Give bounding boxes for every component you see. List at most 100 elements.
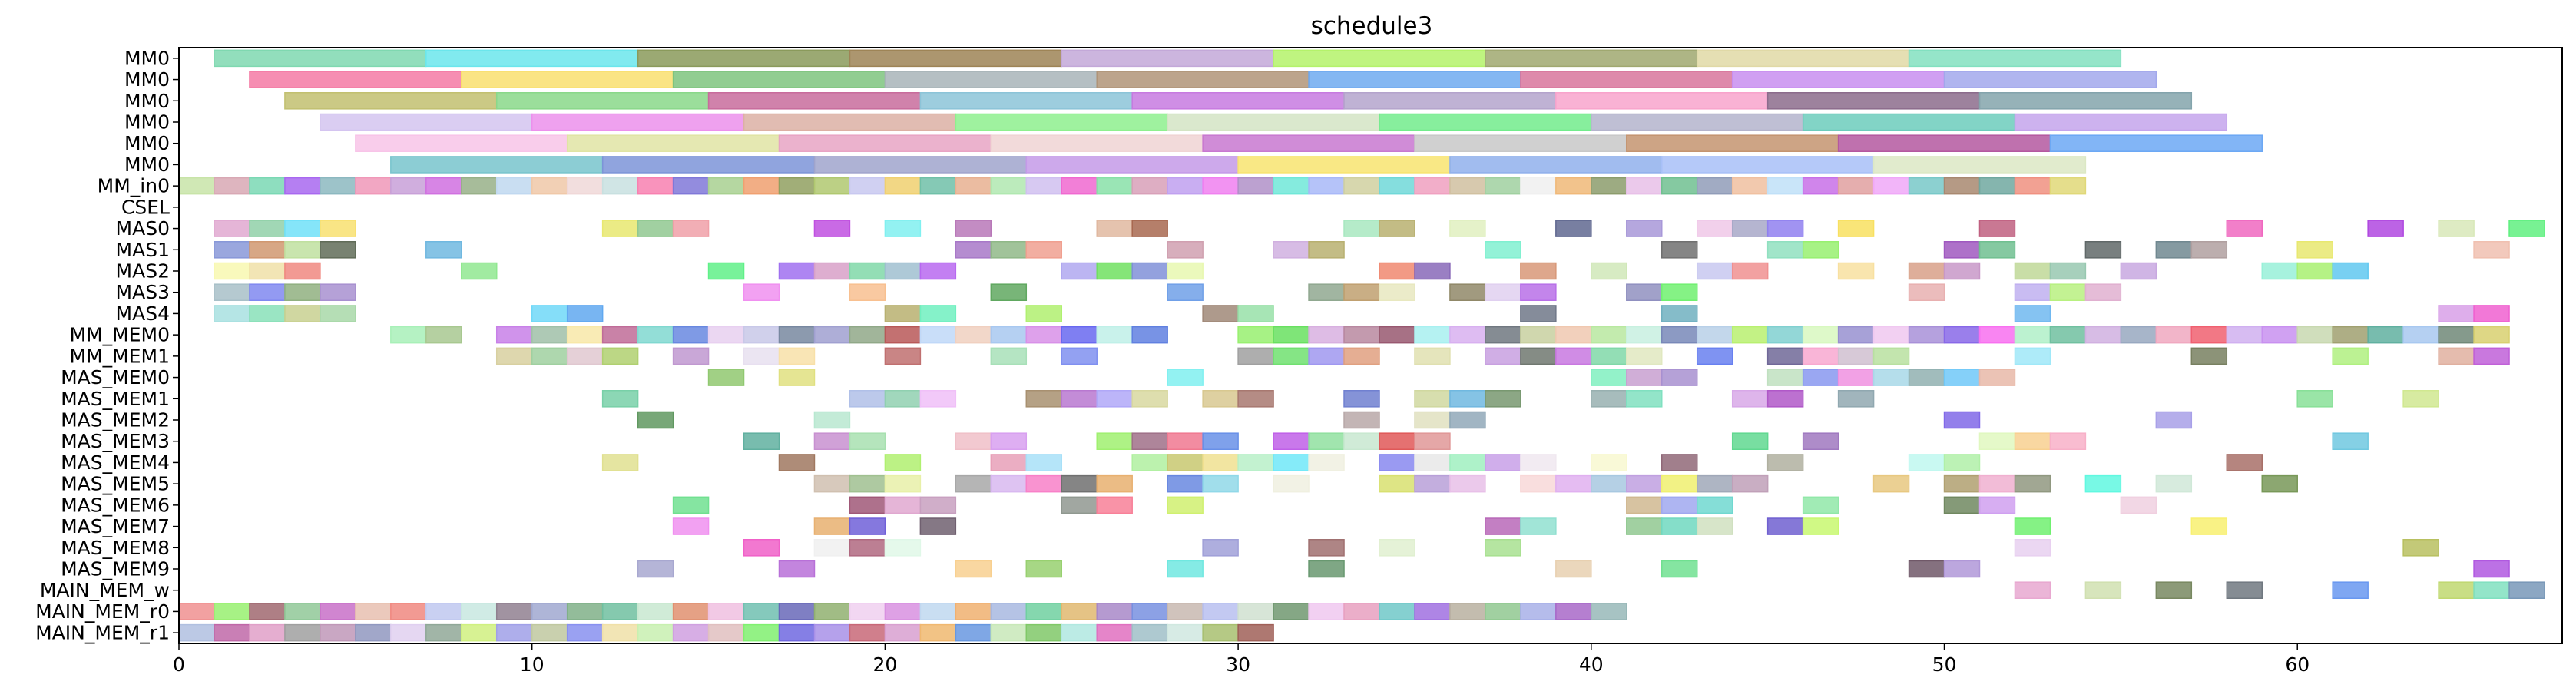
task-bar	[1167, 603, 1204, 620]
task-bar	[495, 347, 533, 365]
task-bar	[1802, 496, 1839, 514]
task-bar	[1061, 262, 1098, 280]
task-bar	[884, 347, 922, 365]
task-bar	[1025, 156, 1239, 174]
task-bar	[1308, 539, 1345, 557]
task-bar	[1449, 156, 1663, 174]
y-tick-label: CSEL	[121, 196, 170, 218]
task-bar	[2261, 326, 2298, 344]
task-bar	[1273, 241, 1310, 259]
task-bar	[461, 71, 674, 88]
task-bar	[1626, 496, 1663, 514]
task-bar	[1661, 560, 1698, 578]
task-bar	[1591, 177, 1627, 195]
task-bar	[919, 92, 1133, 110]
task-bar	[1520, 283, 1557, 301]
task-bar	[778, 454, 816, 471]
task-bar	[1661, 326, 1698, 344]
task-bar	[1379, 220, 1415, 237]
task-bar	[178, 177, 215, 195]
y-tick-label: MM0	[124, 154, 170, 176]
task-bar	[1449, 411, 1486, 429]
task-bar	[1626, 517, 1663, 535]
task-bar	[1485, 517, 1521, 535]
task-bar	[813, 411, 851, 429]
task-bar	[1379, 262, 1415, 280]
task-bar	[1131, 603, 1168, 620]
task-bar	[919, 305, 957, 322]
y-tick-label: MAS1	[116, 239, 170, 261]
task-bar	[1449, 283, 1486, 301]
task-bar	[320, 623, 356, 642]
task-bar	[1096, 326, 1133, 344]
y-tick-label: MAS_MEM2	[61, 409, 170, 431]
task-bar	[1202, 134, 1415, 152]
task-bar	[1449, 220, 1486, 237]
y-tick-label: MAS_MEM7	[61, 515, 170, 537]
task-bar	[1520, 517, 1557, 535]
task-bar	[1731, 71, 1945, 88]
task-bar	[1096, 474, 1133, 493]
task-bar	[2508, 581, 2545, 599]
task-bar	[601, 220, 639, 237]
x-tick-label: 10	[520, 653, 545, 676]
task-bar	[566, 347, 604, 365]
task-bar	[1485, 454, 1521, 471]
task-bar	[1131, 432, 1168, 450]
task-bar	[2190, 326, 2228, 344]
y-tick-label: MAS0	[116, 217, 170, 240]
task-bar	[2049, 134, 2263, 152]
task-bar	[249, 262, 286, 280]
task-bar	[1025, 241, 1063, 259]
task-bar	[2049, 326, 2087, 344]
task-bar	[1273, 49, 1486, 68]
task-bar	[1449, 390, 1486, 408]
task-bar	[778, 262, 816, 280]
task-bar	[390, 603, 427, 620]
task-bar	[955, 474, 992, 493]
task-bar	[1167, 241, 1204, 259]
task-bar	[707, 603, 745, 620]
task-bar	[1908, 177, 1945, 195]
task-bar	[1379, 113, 1592, 131]
task-bar	[2014, 283, 2051, 301]
task-bar	[284, 220, 321, 237]
task-bar	[1343, 92, 1557, 110]
task-bar	[425, 603, 462, 620]
task-bar	[1555, 326, 1592, 344]
task-bar	[2438, 305, 2475, 322]
task-bar	[1167, 113, 1380, 131]
task-bar	[990, 432, 1028, 450]
task-bar	[813, 623, 851, 642]
task-bar	[1131, 92, 1345, 110]
task-bar	[2261, 474, 2298, 493]
task-bar	[214, 49, 427, 68]
task-bar	[1237, 390, 1274, 408]
task-bar	[1908, 369, 1945, 386]
task-bar	[1626, 283, 1663, 301]
task-bar	[955, 326, 992, 344]
task-bar	[355, 134, 568, 152]
task-bar	[284, 283, 321, 301]
task-bar	[2084, 581, 2122, 599]
task-bar	[2084, 474, 2122, 493]
task-bar	[1943, 411, 1981, 429]
task-bar	[990, 603, 1028, 620]
task-bar	[1449, 603, 1486, 620]
task-bar	[461, 603, 498, 620]
task-bar	[884, 496, 922, 514]
task-bar	[1131, 220, 1168, 237]
task-bar	[1237, 623, 1274, 642]
task-bar	[249, 603, 286, 620]
y-tick-label: MAS_MEM1	[61, 388, 170, 410]
task-bar	[601, 347, 639, 365]
task-bar	[637, 326, 674, 344]
task-bar	[1343, 603, 1380, 620]
task-bar	[566, 134, 780, 152]
task-bar	[1202, 474, 1239, 493]
task-bar	[707, 369, 745, 386]
task-bar	[249, 220, 286, 237]
task-bar	[637, 623, 674, 642]
task-bar	[2014, 113, 2228, 131]
